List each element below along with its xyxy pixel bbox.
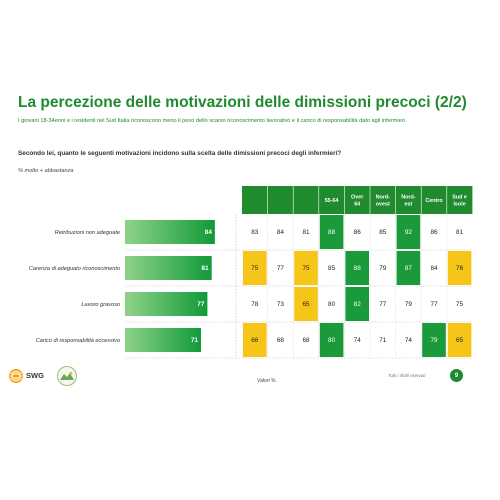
cell-value: 66 [251, 337, 259, 344]
cell-value: 71 [379, 337, 387, 344]
cell-value: 88 [328, 229, 336, 236]
cell-value: 65 [456, 337, 464, 344]
cell-value: 75 [456, 301, 464, 308]
row-label: Carico di responsabilità eccessivo [36, 338, 120, 344]
cell-value: 87 [405, 265, 413, 272]
total-bar-label: 77 [197, 301, 205, 308]
cell-value: 75 [302, 265, 310, 272]
partner-logo [57, 366, 77, 386]
cell-value: 68 [302, 337, 310, 344]
cell-highlight-high [396, 215, 421, 249]
column-header-label: est [405, 202, 413, 208]
row-label: Retribuzioni non adeguate [55, 230, 120, 236]
page-title: La percezione delle motivazioni delle di… [18, 94, 467, 111]
total-bar [125, 292, 208, 316]
row-label: Lavoro gravoso [81, 302, 120, 308]
cell-value: 75 [251, 265, 259, 272]
cell-value: 79 [405, 301, 413, 308]
cell-value: 78 [251, 301, 259, 308]
cell-highlight-low [447, 251, 472, 285]
cell-value: 83 [251, 229, 259, 236]
cell-value: 84 [430, 265, 438, 272]
landscape-icon [60, 371, 74, 380]
page-number: 9 [450, 369, 463, 382]
cell-value: 77 [430, 301, 438, 308]
cell-value: 81 [302, 229, 310, 236]
column-header-label: 55-64 [325, 198, 339, 204]
cell-value: 86 [354, 229, 362, 236]
cell-highlight-high [345, 287, 369, 321]
cell-highlight-high [396, 251, 421, 285]
cell-highlight-low [294, 287, 318, 321]
cell-value: 73 [277, 301, 285, 308]
total-bar-label: 84 [205, 229, 213, 236]
column-header-label: ovest [376, 202, 390, 208]
swg-logo: SWG [8, 368, 48, 384]
total-bar-label: 71 [191, 337, 199, 344]
total-bar [125, 220, 215, 244]
total-bar [125, 328, 201, 352]
cell-value: 74 [354, 337, 362, 344]
column-header-label: Isole [453, 202, 465, 208]
cell-highlight-high [319, 215, 344, 249]
cell-highlight-low [447, 323, 472, 357]
cell-value: 86 [430, 229, 438, 236]
column-header-label: Nord- [401, 195, 416, 201]
cell-value: 65 [302, 301, 310, 308]
cell-value: 85 [328, 265, 336, 272]
total-bar-label: 81 [202, 265, 210, 272]
cell-value: 68 [277, 337, 285, 344]
cell-value: 81 [456, 229, 464, 236]
total-bar [125, 256, 212, 280]
cell-value: 80 [328, 301, 336, 308]
column-header-label: Over [351, 195, 364, 201]
column-header-label: Nord- [376, 195, 391, 201]
swg-logo-text: SWG [26, 371, 44, 380]
cell-value: 82 [354, 301, 362, 308]
cell-value: 85 [379, 229, 387, 236]
cell-highlight-high [422, 323, 446, 357]
cell-highlight-low [294, 251, 318, 285]
cell-highlight-low [243, 323, 267, 357]
source-note: Valori %. [257, 378, 277, 384]
cell-value: 79 [379, 265, 387, 272]
cell-highlight-low [243, 251, 267, 285]
table-header-band [242, 186, 473, 214]
row-label: Carenza di adeguato riconoscimento [29, 266, 120, 272]
cell-value: 77 [379, 301, 387, 308]
column-header-label: Centro [425, 198, 443, 204]
cell-value: 74 [405, 337, 413, 344]
swg-logo-icon [9, 369, 23, 383]
survey-question: Secondo lei, quanto le seguenti motivazi… [18, 150, 342, 157]
column-header-label: Sud e [452, 195, 467, 201]
cell-value: 84 [277, 229, 285, 236]
value-note: % molto + abbastanza [18, 168, 74, 174]
cell-value: 92 [405, 229, 413, 236]
column-header-label: 64 [354, 202, 360, 208]
cell-value: 80 [328, 337, 336, 344]
cell-highlight-high [345, 251, 369, 285]
cell-value: 76 [456, 265, 464, 272]
page-subtitle: I giovani 18-34enni e i residenti nel Su… [18, 118, 407, 124]
cell-value: 88 [354, 265, 362, 272]
cell-highlight-high [319, 323, 344, 357]
cell-value: 77 [277, 265, 285, 272]
rights-note: Tutti i diritti riservati [388, 373, 426, 378]
cell-value: 79 [430, 337, 438, 344]
